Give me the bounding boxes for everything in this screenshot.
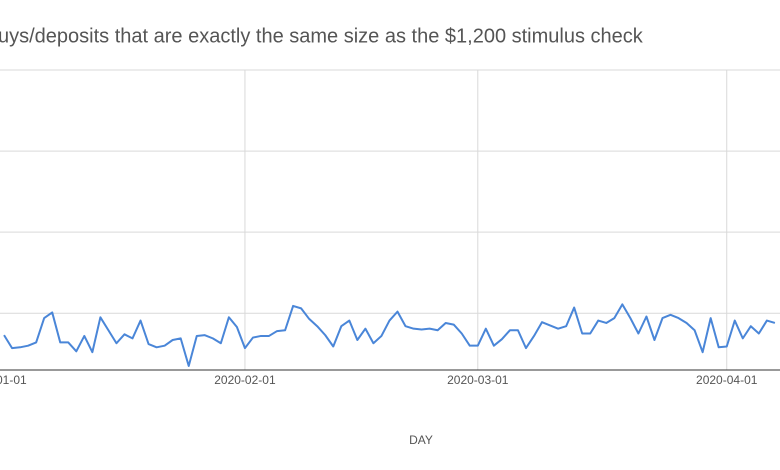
- x-tick-label: 2020-02-01: [214, 373, 276, 387]
- line-series: [3, 303, 776, 367]
- x-axis-label: DAY: [409, 433, 433, 447]
- chart-title: uys/deposits that are exactly the same s…: [0, 25, 644, 47]
- x-tick-label: 2020-03-01: [447, 373, 509, 387]
- x-tick-label: 2020-01-01: [0, 373, 27, 387]
- x-tick-label: 2020-04-01: [696, 373, 758, 387]
